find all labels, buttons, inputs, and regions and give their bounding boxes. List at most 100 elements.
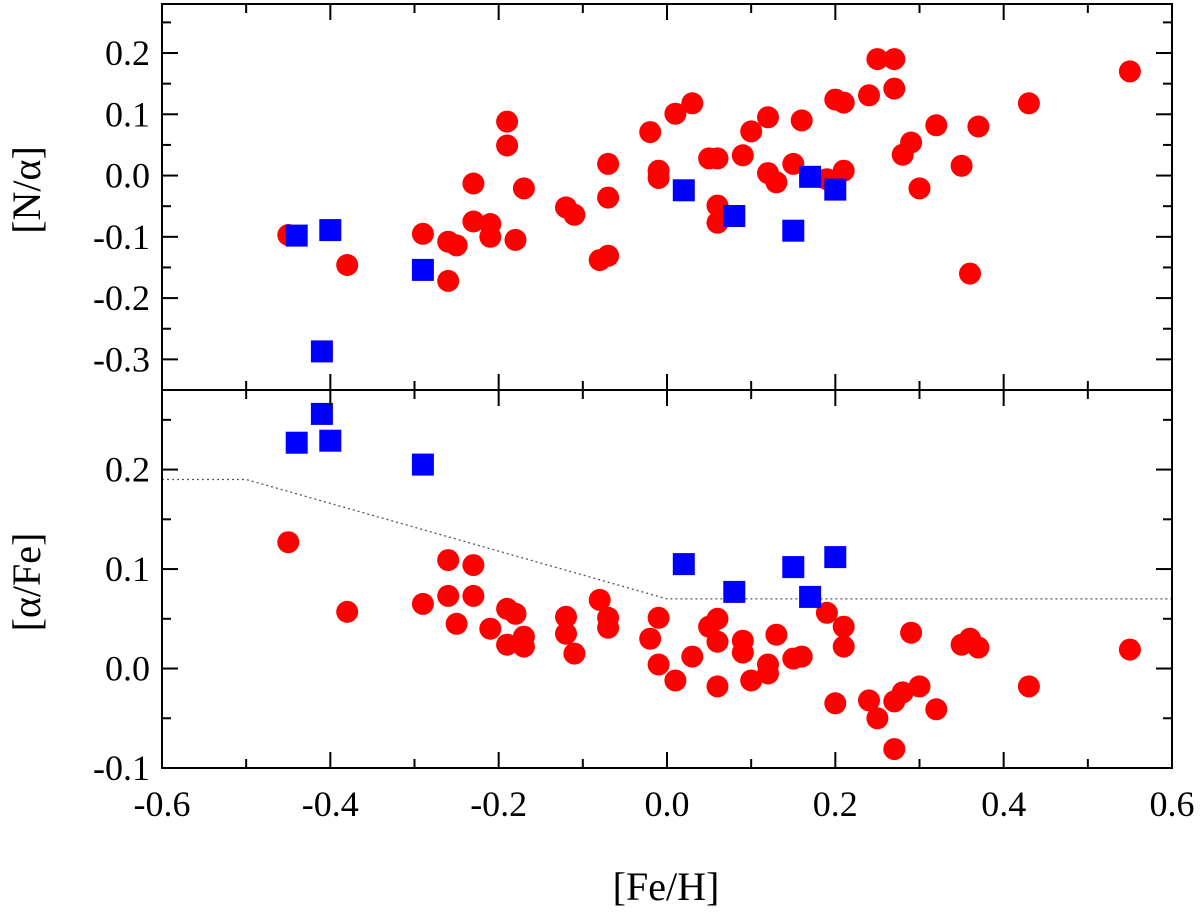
- red-circle-point: [790, 645, 813, 668]
- blue-square-point: [411, 453, 434, 476]
- y-tick-label: 0.2: [105, 33, 150, 73]
- red-circle-point: [597, 152, 620, 175]
- red-circle-point: [555, 605, 577, 628]
- red-circle-point: [782, 152, 805, 175]
- red-circle-point: [706, 675, 729, 698]
- blue-square-point: [723, 205, 746, 227]
- blue-square-point: [319, 219, 342, 242]
- red-circle-point: [858, 84, 880, 107]
- red-circle-point: [950, 154, 973, 177]
- x-tick-label: -0.4: [302, 784, 359, 824]
- red-circle-point: [336, 254, 359, 276]
- x-tick-label: 0.4: [981, 784, 1026, 824]
- red-circle-point: [832, 159, 855, 182]
- plot-frame-top: [161, 3, 1173, 391]
- red-circle-point: [757, 662, 779, 685]
- red-circle-point: [706, 630, 729, 653]
- blue-square-point: [285, 431, 308, 454]
- red-circle-point: [647, 167, 670, 189]
- red-circle-point: [1118, 638, 1141, 661]
- red-circle-point: [664, 102, 687, 125]
- red-circle-point: [790, 109, 813, 132]
- blue-square-point: [782, 219, 805, 242]
- red-circle-point: [639, 121, 662, 144]
- red-circle-point: [757, 106, 779, 129]
- blue-square-point: [319, 429, 342, 452]
- red-circle-point: [639, 627, 662, 650]
- red-circle-point: [1118, 60, 1141, 83]
- y-tick-label: -0.2: [93, 278, 150, 318]
- x-axis-tick-labels: -0.6 -0.4 -0.2 0.0 0.2 0.4 0.6: [134, 784, 1195, 824]
- red-circle-point: [925, 698, 948, 721]
- red-circle-point: [706, 607, 729, 630]
- red-circle-point: [908, 675, 931, 698]
- red-circle-point: [731, 144, 754, 167]
- panel-top: -0.3 -0.2 -0.1 0.0 0.1 0.2 [N/α]: [4, 3, 1173, 391]
- red-circle-point: [496, 134, 519, 157]
- red-circle-point: [277, 531, 300, 554]
- red-circle-point: [959, 262, 981, 285]
- red-circle-point: [824, 692, 847, 715]
- red-circle-point: [664, 669, 687, 692]
- red-circle-point: [706, 147, 729, 170]
- red-circle-point: [445, 234, 468, 257]
- red-circle-point: [832, 635, 855, 658]
- red-circle-point: [883, 738, 906, 761]
- x-tick-label: 0.0: [645, 784, 690, 824]
- blue-square-point: [310, 402, 333, 425]
- red-circle-point: [883, 77, 906, 100]
- y-tick-label: -0.1: [93, 217, 150, 257]
- red-circle-point: [437, 549, 460, 572]
- red-circle-point: [445, 612, 468, 635]
- red-circle-point: [504, 602, 527, 625]
- dotted-guide-line: [162, 478, 1172, 600]
- red-circle-point: [908, 177, 931, 200]
- red-circle-point: [512, 177, 535, 200]
- red-circle-point: [900, 621, 923, 644]
- panel-bottom: -0.1 0.0 0.1 0.2 [α/Fe]: [4, 389, 1173, 788]
- red-circle-point: [925, 114, 948, 137]
- red-circle-point: [883, 48, 906, 71]
- red-circle-point: [462, 554, 485, 577]
- blue-square-point: [285, 224, 308, 247]
- red-circle-point: [1017, 92, 1040, 115]
- red-circle-point: [1017, 675, 1040, 698]
- red-circle-point: [706, 194, 729, 217]
- x-axis-title: [Fe/H]: [613, 864, 720, 909]
- blue-square-point: [411, 258, 434, 281]
- red-circle-point: [681, 92, 704, 115]
- y-tick-label: 0.0: [105, 649, 150, 689]
- red-circle-point: [740, 120, 763, 143]
- y-tick-label: 0.0: [105, 156, 150, 196]
- x-tick-label: 0.2: [813, 784, 858, 824]
- plot-frame-bottom: [161, 389, 1173, 769]
- blue-square-point: [310, 340, 333, 363]
- blue-square-point: [672, 179, 695, 202]
- red-circle-point: [731, 641, 754, 664]
- red-circle-point: [336, 600, 359, 623]
- red-circle-point: [647, 606, 670, 629]
- blue-square-point: [799, 165, 822, 188]
- red-circle-point: [411, 592, 434, 615]
- red-circle-point: [832, 91, 855, 114]
- red-circle-point: [765, 171, 788, 194]
- y-tick-label: -0.1: [93, 748, 150, 788]
- red-circle-point: [891, 681, 914, 704]
- x-tick-label: -0.2: [470, 784, 527, 824]
- red-circle-point: [967, 636, 990, 659]
- red-circle-point: [462, 210, 485, 233]
- red-circle-point: [462, 584, 485, 607]
- red-circle-point: [900, 131, 923, 154]
- y-tick-label: 0.1: [105, 94, 150, 134]
- red-circle-point: [563, 203, 586, 226]
- red-circle-point: [555, 622, 577, 645]
- red-circle-point: [765, 623, 788, 646]
- red-circle-point: [967, 115, 990, 138]
- blue-square-point: [824, 546, 847, 569]
- red-circle-point: [832, 615, 855, 638]
- x-tick-label: 0.6: [1150, 784, 1195, 824]
- red-circle-point: [706, 211, 729, 234]
- red-circle-point: [815, 601, 838, 624]
- red-circle-point: [866, 48, 889, 71]
